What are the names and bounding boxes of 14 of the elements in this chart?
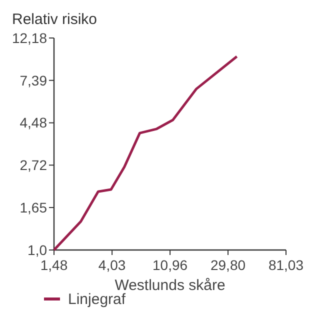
x-tick-label: 10,96: [152, 257, 188, 273]
y-tick-label: 4,48: [20, 114, 48, 131]
chart-title: Relativ risiko: [12, 11, 98, 28]
legend-label: Linjegraf: [68, 291, 126, 308]
x-axis-title: Westlunds skåre: [114, 277, 226, 294]
y-tick-label: 7,39: [20, 72, 48, 88]
y-tick-label: 1,0: [28, 242, 48, 258]
y-tick-label: 1,65: [20, 199, 48, 216]
x-tick-label: 4,03: [98, 257, 126, 273]
y-tick-label: 12,18: [12, 30, 48, 46]
x-tick-label: 29,80: [210, 257, 246, 273]
y-tick-label: 2,72: [20, 157, 48, 174]
x-tick-label: 1,48: [40, 257, 68, 273]
x-tick-label: 81,03: [268, 257, 304, 273]
